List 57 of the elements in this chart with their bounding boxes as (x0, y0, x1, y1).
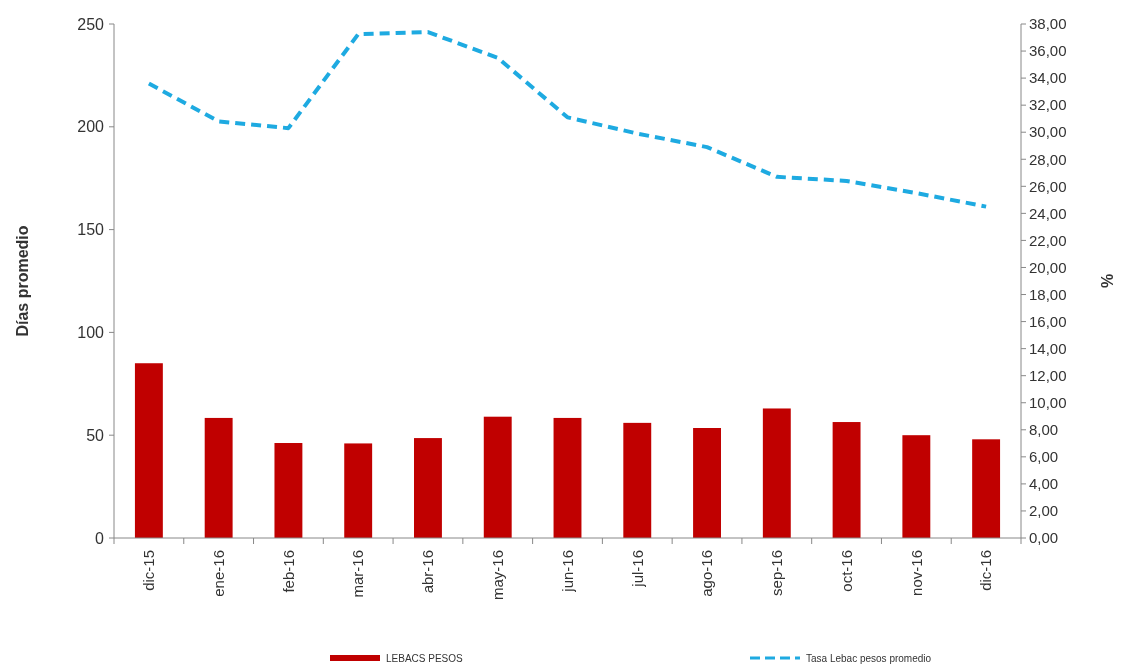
bar (553, 417, 582, 538)
y2-tick-label: 30,00 (1029, 123, 1067, 141)
y2-tick-label: 34,00 (1029, 69, 1067, 87)
y-tick-label: 150 (77, 221, 105, 239)
x-tick-label: feb-16 (279, 550, 297, 593)
y-axis-title: Días promedio (14, 225, 31, 337)
x-tick-label: ene-16 (209, 550, 227, 597)
y2-tick-label: 26,00 (1029, 177, 1067, 195)
legend-label: Tasa Lebac pesos promedio (806, 653, 932, 664)
bar (623, 422, 652, 538)
bar (204, 417, 233, 538)
y-tick-label: 0 (95, 529, 105, 547)
x-tick-label: jul-16 (628, 550, 646, 588)
x-tick-label: dic-15 (140, 550, 158, 591)
bar (832, 422, 861, 538)
legend-label: LEBACS PESOS (386, 653, 464, 664)
y-tick-label: 200 (77, 118, 105, 136)
bar (972, 439, 1001, 538)
bar (902, 435, 931, 538)
y2-tick-label: 12,00 (1029, 366, 1067, 384)
y2-tick-label: 6,00 (1029, 448, 1059, 466)
y-tick-label: 100 (77, 324, 105, 341)
y2-tick-label: 0,00 (1029, 529, 1059, 547)
y-tick-label: 50 (86, 426, 105, 444)
x-tick-label: dic-16 (977, 550, 995, 591)
y2-tick-label: 10,00 (1029, 393, 1067, 411)
y2-tick-label: 22,00 (1029, 231, 1067, 249)
y-tick-label: 250 (77, 15, 105, 33)
y2-tick-label: 24,00 (1029, 204, 1067, 222)
y2-tick-label: 36,00 (1029, 42, 1067, 60)
y2-tick-label: 32,00 (1029, 96, 1067, 114)
y2-tick-label: 20,00 (1029, 258, 1067, 276)
y2-tick-label: 16,00 (1029, 312, 1067, 330)
x-tick-label: may-16 (488, 550, 506, 601)
bar (762, 408, 791, 538)
y2-tick-label: 2,00 (1029, 502, 1059, 520)
bar (693, 428, 721, 538)
bar (134, 363, 163, 538)
y2-tick-label: 14,00 (1029, 339, 1067, 357)
bar (344, 443, 373, 538)
x-tick-label: ago-16 (698, 550, 716, 597)
x-tick-label: nov-16 (907, 550, 925, 596)
line-series (146, 30, 989, 209)
y2-tick-label: 8,00 (1029, 421, 1059, 439)
x-tick-label: oct-16 (837, 550, 855, 592)
y2-tick-label: 4,00 (1029, 475, 1059, 493)
x-tick-label: abr-16 (419, 550, 437, 594)
x-tick-label: sep-16 (768, 550, 786, 596)
bar (274, 443, 303, 538)
y2-tick-label: 28,00 (1029, 150, 1067, 168)
bar (414, 438, 442, 538)
bar (483, 416, 512, 538)
y2-tick-label: 18,00 (1029, 285, 1067, 303)
y2-tick-label: 38,00 (1029, 15, 1067, 33)
x-tick-label: jun-16 (558, 550, 576, 593)
x-tick-label: mar-16 (349, 550, 367, 598)
y2-axis-title: % (1099, 273, 1116, 289)
